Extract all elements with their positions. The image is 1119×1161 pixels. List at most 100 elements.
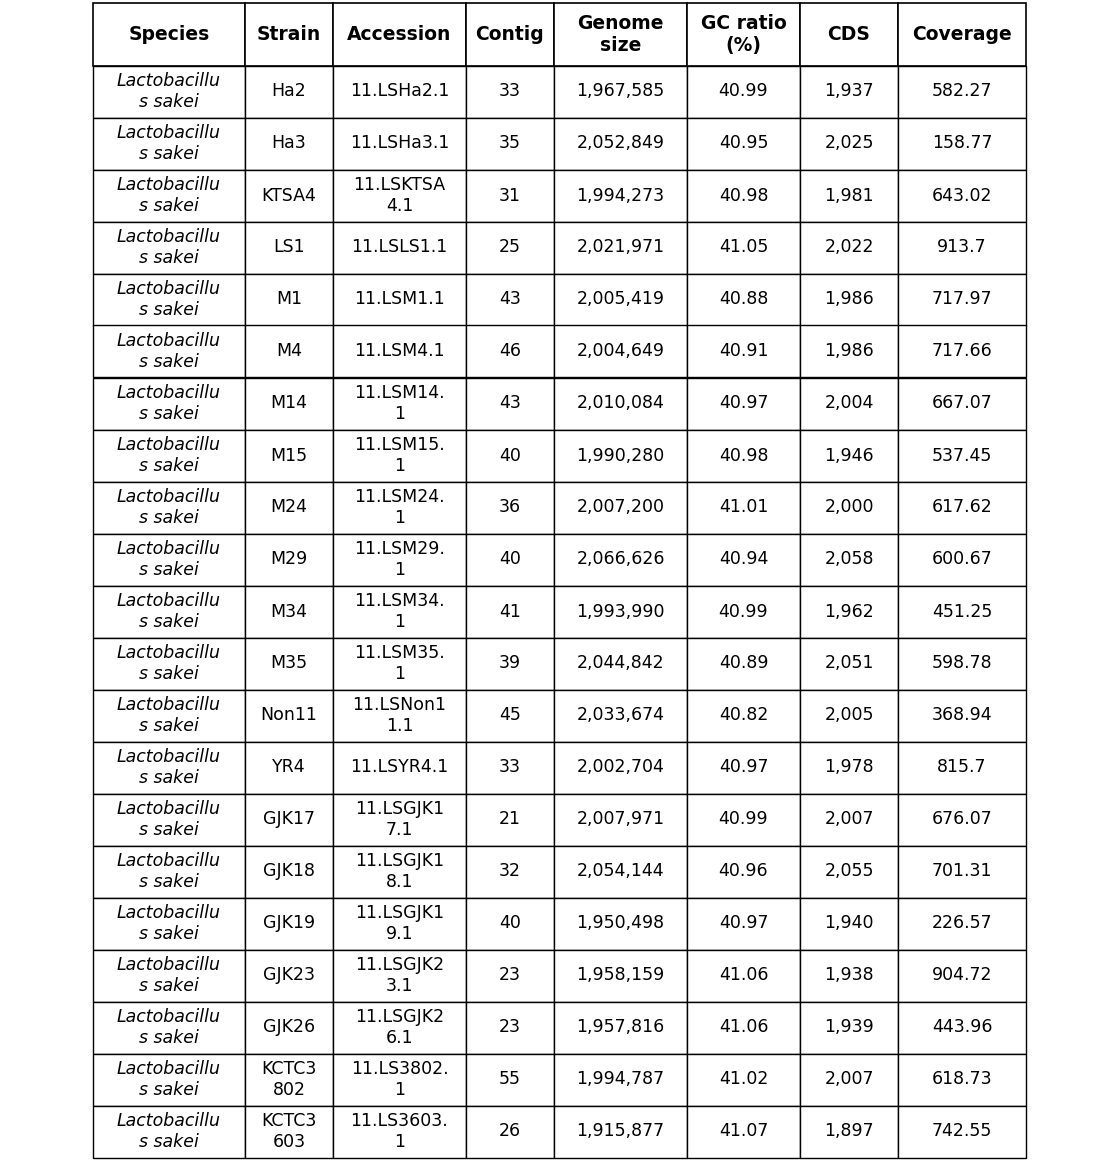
Bar xyxy=(333,690,466,742)
Text: GJK23: GJK23 xyxy=(263,966,316,985)
Text: KCTC3
603: KCTC3 603 xyxy=(262,1112,317,1151)
Bar xyxy=(800,222,899,274)
Bar xyxy=(333,1053,466,1105)
Text: Lactobacillu
s sakei: Lactobacillu s sakei xyxy=(117,904,220,943)
Text: 742.55: 742.55 xyxy=(932,1123,993,1140)
Text: 40.99: 40.99 xyxy=(718,810,769,829)
Text: 815.7: 815.7 xyxy=(938,758,987,777)
Text: 55: 55 xyxy=(499,1070,521,1089)
Text: 23: 23 xyxy=(499,1018,521,1037)
Bar xyxy=(333,585,466,637)
Text: 1,939: 1,939 xyxy=(824,1018,874,1037)
Bar xyxy=(800,950,899,1002)
Text: 1,957,816: 1,957,816 xyxy=(576,1018,665,1037)
Bar xyxy=(93,1053,245,1105)
Bar xyxy=(554,897,687,950)
Text: Non11: Non11 xyxy=(261,707,318,724)
Bar xyxy=(333,117,466,170)
Bar xyxy=(554,1002,687,1053)
Bar xyxy=(466,482,554,534)
Text: 21: 21 xyxy=(499,810,521,829)
Bar xyxy=(687,1105,800,1158)
Text: 158.77: 158.77 xyxy=(932,135,993,152)
Text: 1,993,990: 1,993,990 xyxy=(576,603,665,620)
Text: 43: 43 xyxy=(499,395,521,412)
Bar xyxy=(899,793,1026,845)
Bar xyxy=(899,1053,1026,1105)
Text: Lactobacillu
s sakei: Lactobacillu s sakei xyxy=(117,697,220,735)
Text: Strain: Strain xyxy=(257,26,321,44)
Bar xyxy=(687,637,800,690)
Bar xyxy=(687,65,800,117)
Text: 2,066,626: 2,066,626 xyxy=(576,550,665,569)
Bar xyxy=(333,742,466,793)
Text: 32: 32 xyxy=(499,863,521,880)
Text: Lactobacillu
s sakei: Lactobacillu s sakei xyxy=(117,644,220,683)
Bar xyxy=(687,117,800,170)
Text: 2,051: 2,051 xyxy=(825,655,874,672)
Bar xyxy=(687,377,800,430)
Text: 40.98: 40.98 xyxy=(718,187,769,204)
Text: 2,004,649: 2,004,649 xyxy=(576,342,665,361)
Text: 41.06: 41.06 xyxy=(718,1018,769,1037)
Text: 26: 26 xyxy=(499,1123,521,1140)
Bar xyxy=(800,742,899,793)
Text: 2,022: 2,022 xyxy=(825,238,874,257)
Bar xyxy=(554,117,687,170)
Bar xyxy=(800,3,899,65)
Bar xyxy=(687,690,800,742)
Bar xyxy=(687,897,800,950)
Text: 40: 40 xyxy=(499,447,521,464)
Text: 1,946: 1,946 xyxy=(825,447,874,464)
Text: 11.LS3603.
1: 11.LS3603. 1 xyxy=(350,1112,449,1151)
Bar xyxy=(899,377,1026,430)
Text: 226.57: 226.57 xyxy=(932,915,993,932)
Bar xyxy=(687,845,800,897)
Bar xyxy=(466,117,554,170)
Text: 11.LSGJK1
7.1: 11.LSGJK1 7.1 xyxy=(355,800,444,839)
Text: 11.LSKTSA
4.1: 11.LSKTSA 4.1 xyxy=(354,176,445,215)
Text: 11.LSHa2.1: 11.LSHa2.1 xyxy=(350,82,449,101)
Bar xyxy=(333,377,466,430)
Text: Lactobacillu
s sakei: Lactobacillu s sakei xyxy=(117,540,220,579)
Bar xyxy=(466,897,554,950)
Bar xyxy=(245,534,333,585)
Bar xyxy=(466,845,554,897)
Text: 11.LSM1.1: 11.LSM1.1 xyxy=(354,290,445,309)
Bar xyxy=(800,1105,899,1158)
Text: 2,055: 2,055 xyxy=(825,863,874,880)
Bar xyxy=(93,742,245,793)
Text: 1,978: 1,978 xyxy=(825,758,874,777)
Text: 2,052,849: 2,052,849 xyxy=(576,135,665,152)
Bar xyxy=(245,3,333,65)
Bar xyxy=(333,222,466,274)
Text: 11.LSM35.
1: 11.LSM35. 1 xyxy=(354,644,445,683)
Text: 1,986: 1,986 xyxy=(824,290,874,309)
Bar xyxy=(800,897,899,950)
Bar xyxy=(899,845,1026,897)
Bar xyxy=(466,325,554,377)
Text: M4: M4 xyxy=(276,342,302,361)
Bar xyxy=(466,274,554,325)
Text: M14: M14 xyxy=(271,395,308,412)
Text: 11.LSM15.
1: 11.LSM15. 1 xyxy=(354,437,445,475)
Bar xyxy=(333,65,466,117)
Text: Lactobacillu
s sakei: Lactobacillu s sakei xyxy=(117,957,220,995)
Text: 45: 45 xyxy=(499,707,521,724)
Bar xyxy=(333,637,466,690)
Text: Lactobacillu
s sakei: Lactobacillu s sakei xyxy=(117,332,220,370)
Bar xyxy=(245,585,333,637)
Text: 667.07: 667.07 xyxy=(932,395,993,412)
Bar xyxy=(466,585,554,637)
Text: GJK19: GJK19 xyxy=(263,915,316,932)
Text: 11.LSGJK2
6.1: 11.LSGJK2 6.1 xyxy=(355,1008,444,1047)
Text: Lactobacillu
s sakei: Lactobacillu s sakei xyxy=(117,800,220,839)
Text: 1,958,159: 1,958,159 xyxy=(576,966,665,985)
Text: 43: 43 xyxy=(499,290,521,309)
Text: 40.96: 40.96 xyxy=(718,863,769,880)
Text: 11.LSLS1.1: 11.LSLS1.1 xyxy=(351,238,448,257)
Bar xyxy=(554,742,687,793)
Text: Lactobacillu
s sakei: Lactobacillu s sakei xyxy=(117,592,220,630)
Text: 40.94: 40.94 xyxy=(718,550,768,569)
Text: Genome
size: Genome size xyxy=(577,14,664,55)
